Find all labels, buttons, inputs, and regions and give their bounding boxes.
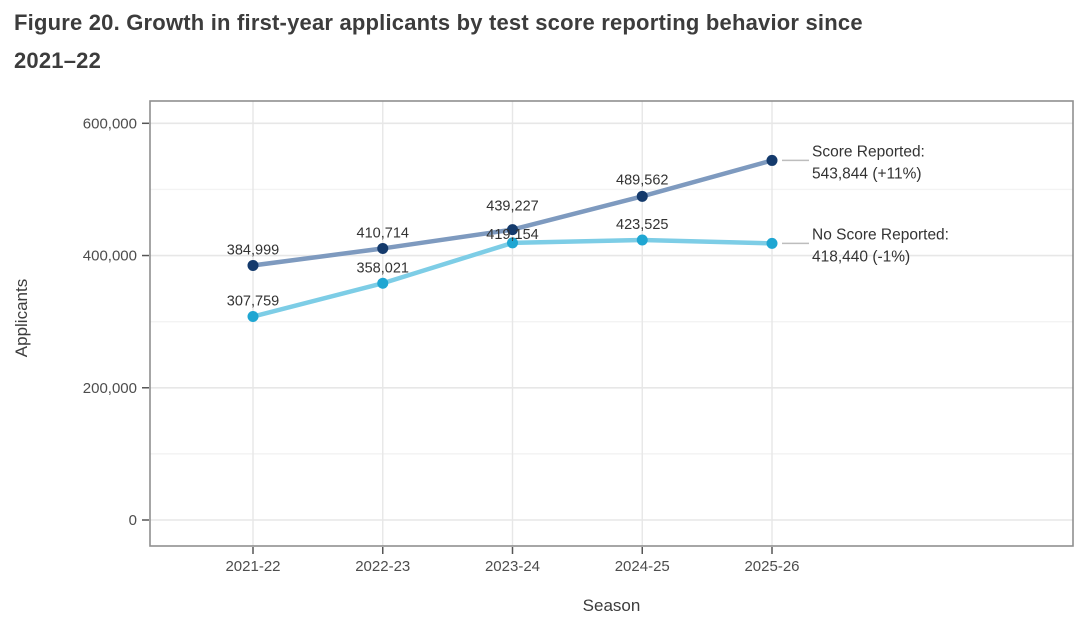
series-annotation-name: Score Reported: <box>812 143 925 160</box>
series-annotation-value: 543,844 (+11%) <box>812 165 922 182</box>
y-tick-label: 200,000 <box>83 380 137 397</box>
point-value-label: 384,999 <box>227 242 279 258</box>
point-value-label: 439,227 <box>486 199 538 215</box>
data-point-no-score-reported <box>636 234 648 246</box>
point-value-label: 419,154 <box>486 227 538 243</box>
point-value-label: 358,021 <box>357 260 409 276</box>
figure-title: Figure 20. Growth in first-year applican… <box>14 4 1054 80</box>
data-point-no-score-reported <box>507 237 518 249</box>
data-point-score-reported <box>636 190 648 202</box>
x-tick-label: 2025-26 <box>744 558 799 575</box>
data-point-no-score-reported <box>247 311 259 323</box>
figure-title-line2: 2021–22 <box>14 48 102 73</box>
x-axis-title: Season <box>583 596 641 615</box>
y-tick-label: 0 <box>129 512 137 529</box>
data-point-score-reported <box>377 242 389 254</box>
panel-border <box>149 100 1074 547</box>
series-annotation-value: 418,440 (-1%) <box>812 248 910 265</box>
data-point-score-reported <box>247 259 259 271</box>
y-tick-label: 600,000 <box>83 115 137 132</box>
x-tick-label: 2024-25 <box>615 558 670 575</box>
point-value-label: 307,759 <box>227 294 279 310</box>
series-annotation-name: No Score Reported: <box>812 226 949 243</box>
data-point-no-score-reported <box>766 237 778 249</box>
point-value-label: 489,562 <box>616 172 668 188</box>
y-axis-title: Applicants <box>12 279 31 357</box>
figure-title-line1: Figure 20. Growth in first-year applican… <box>14 10 863 35</box>
x-tick-label: 2023-24 <box>485 558 540 575</box>
x-tick-label: 2022-23 <box>355 558 410 575</box>
data-point-no-score-reported <box>377 277 389 289</box>
point-value-label: 410,714 <box>357 225 409 241</box>
x-tick-label: 2021-22 <box>225 558 280 575</box>
point-value-label: 423,525 <box>616 217 668 233</box>
data-point-score-reported <box>766 154 778 166</box>
data-point-score-reported <box>507 224 518 236</box>
y-tick-label: 400,000 <box>83 248 137 265</box>
